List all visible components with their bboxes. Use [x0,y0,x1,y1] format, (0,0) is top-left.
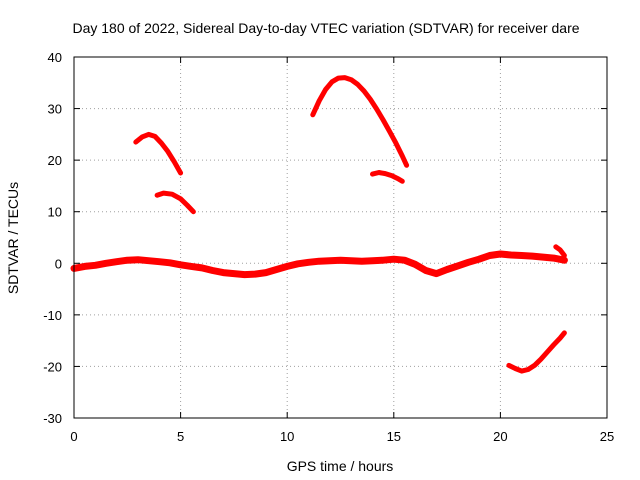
series-group [70,75,568,374]
grid-lines [74,57,607,418]
y-tick-label: 0 [55,256,62,271]
series-arc-4 [370,170,405,184]
x-tick-labels: 0 5 10 15 20 25 [70,429,614,444]
x-tick-label: 20 [493,429,507,444]
series-tail-hook [553,244,567,258]
plot-frame [73,56,608,419]
x-tick-label: 5 [177,429,184,444]
series-arc-2 [154,190,196,215]
x-tick-label: 25 [600,429,614,444]
axis-ticks [73,56,608,419]
series-arc-1 [133,131,184,176]
y-tick-label: -30 [43,411,62,426]
y-tick-label: 40 [48,50,62,65]
y-axis-title: SDTVAR / TECUs [5,182,21,294]
series-arc-5 [506,330,567,374]
y-tick-label: 30 [48,102,62,117]
y-tick-labels: -30 -20 -10 0 10 20 30 40 [43,50,62,426]
y-tick-label: -20 [43,359,62,374]
y-tick-label: -10 [43,308,62,323]
chart-title: Day 180 of 2022, Sidereal Day-to-day VTE… [72,20,579,36]
x-tick-label: 0 [70,429,77,444]
x-tick-label: 15 [387,429,401,444]
x-tick-label: 10 [280,429,294,444]
y-tick-label: 10 [48,205,62,220]
x-axis-title: GPS time / hours [287,458,394,474]
series-arc-3 [310,75,410,168]
series-baseline [70,250,568,279]
y-tick-label: 20 [48,153,62,168]
